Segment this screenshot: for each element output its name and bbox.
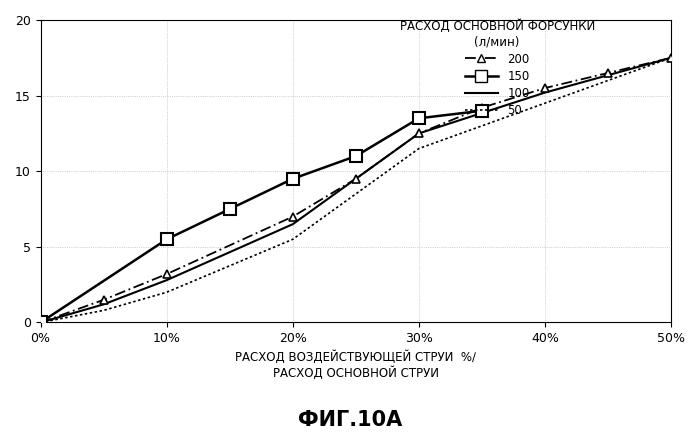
Text: ФИГ.10А: ФИГ.10А: [298, 410, 402, 430]
X-axis label: РАСХОД ВОЗДЕЙСТВУЮЩЕЙ СТРУИ  %∕
РАСХОД ОСНОВНОЙ СТРУИ: РАСХОД ВОЗДЕЙСТВУЮЩЕЙ СТРУИ %∕ РАСХОД ОС…: [235, 351, 476, 380]
Legend: 200, 150, 100, 50: 200, 150, 100, 50: [400, 20, 595, 117]
